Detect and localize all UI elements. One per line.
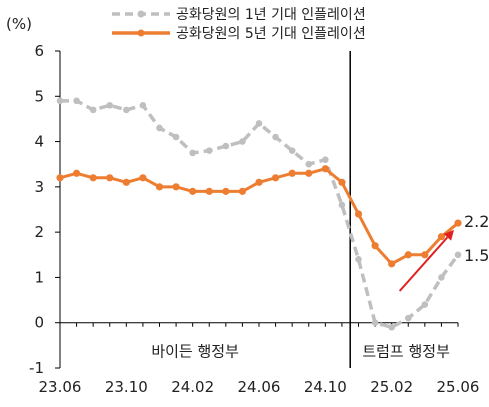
legend-item-5y: 공화당원의 5년 기대 인플레이션 xyxy=(112,26,366,42)
point-1y xyxy=(388,323,395,331)
point-1y xyxy=(454,251,462,259)
point-5y xyxy=(205,187,213,195)
y-tick-label: 0 xyxy=(34,314,44,332)
point-1y xyxy=(322,156,329,163)
point-5y xyxy=(321,165,329,173)
series-layer xyxy=(56,97,462,331)
end-label-1y: 1.5 xyxy=(464,246,489,265)
x-tick-label: 23.10 xyxy=(105,378,148,396)
y-unit-label: (%) xyxy=(6,15,32,33)
point-5y xyxy=(122,178,130,186)
point-1y xyxy=(139,102,147,109)
legend-marker-5y xyxy=(137,29,145,37)
point-1y xyxy=(255,120,263,127)
point-1y xyxy=(272,133,279,141)
point-5y xyxy=(454,219,462,227)
legend: 공화당원의 1년 기대 인플레이션 공화당원의 5년 기대 인플레이션 xyxy=(112,7,366,42)
point-5y xyxy=(421,251,429,259)
point-5y xyxy=(354,210,363,218)
legend-item-1y: 공화당원의 1년 기대 인플레이션 xyxy=(112,7,366,23)
point-5y xyxy=(139,174,147,182)
point-1y xyxy=(205,147,213,154)
period-label-trump: 트럼프 행정부 xyxy=(362,343,450,361)
x-tick-label: 25.02 xyxy=(370,378,413,396)
point-1y xyxy=(239,138,246,145)
point-5y xyxy=(155,183,164,191)
series-5y xyxy=(56,165,462,268)
point-1y xyxy=(355,256,362,263)
trend-arrow-line xyxy=(398,236,449,292)
trend-arrow xyxy=(398,229,454,292)
point-1y xyxy=(421,301,429,308)
point-5y xyxy=(388,260,396,268)
point-5y xyxy=(172,183,180,191)
point-5y xyxy=(189,187,197,195)
point-1y xyxy=(222,142,230,150)
point-5y xyxy=(72,169,81,177)
point-5y xyxy=(106,174,114,182)
point-1y xyxy=(338,201,346,209)
x-axis: 23.06 23.10 24.02 24.06 24.10 25.02 25.06 xyxy=(39,322,480,396)
x-tick-label: 25.06 xyxy=(437,378,480,396)
point-1y xyxy=(172,133,180,141)
y-tick-label: 1 xyxy=(34,268,44,286)
point-1y xyxy=(156,124,163,132)
point-1y xyxy=(106,102,114,109)
point-1y xyxy=(288,147,296,154)
point-5y xyxy=(371,242,379,250)
point-1y xyxy=(189,149,196,157)
point-5y xyxy=(404,251,412,259)
point-5y xyxy=(437,233,446,241)
point-5y xyxy=(255,178,263,186)
x-tick-label: 24.06 xyxy=(238,378,281,396)
x-tick-label: 24.02 xyxy=(171,378,214,396)
point-1y xyxy=(73,97,80,105)
point-1y xyxy=(404,314,412,322)
point-5y xyxy=(56,174,64,182)
point-5y xyxy=(338,178,346,186)
end-label-5y: 2.2 xyxy=(464,212,489,231)
point-1y xyxy=(56,97,64,105)
period-label-biden: 바이든 행정부 xyxy=(151,343,239,361)
point-5y xyxy=(271,174,280,182)
y-tick-label: 4 xyxy=(34,133,44,151)
trend-arrow-head xyxy=(443,229,454,241)
legend-label-5y: 공화당원의 5년 기대 인플레이션 xyxy=(176,26,366,42)
y-tick-label: 6 xyxy=(34,42,44,60)
point-5y xyxy=(222,187,230,195)
point-5y xyxy=(89,174,97,182)
x-tick-label: 23.06 xyxy=(39,378,82,396)
legend-marker-1y xyxy=(137,10,145,18)
point-5y xyxy=(238,187,247,195)
point-5y xyxy=(288,169,296,177)
series-line-1y xyxy=(60,99,460,329)
y-tick-label: 5 xyxy=(34,87,44,105)
point-1y xyxy=(438,274,445,281)
y-tick-label: 3 xyxy=(34,178,44,196)
series-1y xyxy=(56,97,462,331)
legend-label-1y: 공화당원의 1년 기대 인플레이션 xyxy=(176,7,366,23)
point-5y xyxy=(305,169,313,177)
x-tick-label: 24.10 xyxy=(304,378,347,396)
point-1y xyxy=(305,160,313,168)
point-1y xyxy=(371,319,379,327)
y-tick-label: -1 xyxy=(29,359,44,377)
y-axis: -1 0 1 2 3 4 5 6 xyxy=(29,42,61,377)
y-tick-label: 2 xyxy=(34,223,44,241)
point-1y xyxy=(123,106,130,114)
point-1y xyxy=(89,106,97,114)
